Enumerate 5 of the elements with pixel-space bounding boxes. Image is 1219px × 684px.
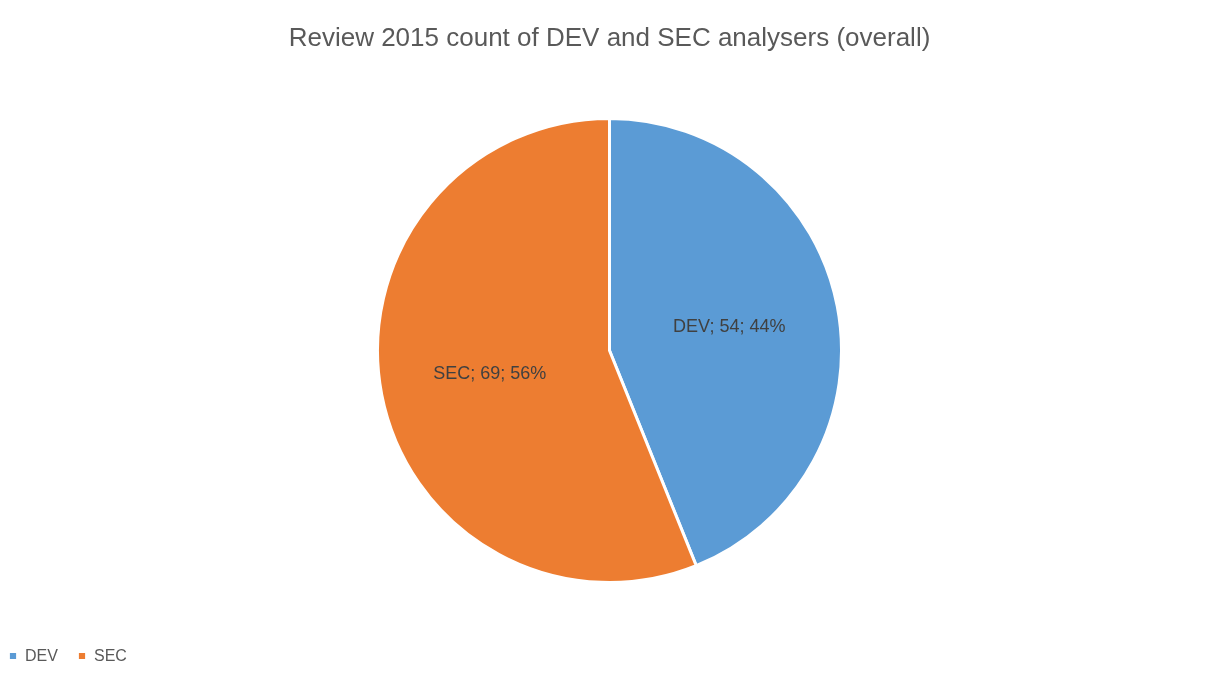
data-label: DEV; 54; 44%: [673, 316, 786, 337]
data-label: SEC; 69; 56%: [433, 362, 547, 383]
legend-label: SEC: [94, 647, 127, 664]
chart-title: Review 2015 count of DEV and SEC analysers (overall): [288, 22, 931, 52]
legend-label: DEV: [25, 647, 59, 664]
